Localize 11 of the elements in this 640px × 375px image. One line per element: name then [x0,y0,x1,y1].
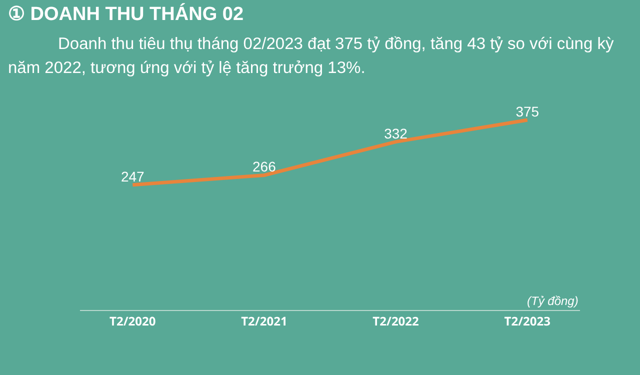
data-label: 332 [384,125,408,142]
data-label: 266 [252,158,276,175]
data-label: 375 [516,104,540,120]
chart-title: ① DOANH THU THÁNG 02 [7,2,245,26]
x-tick-label: T2/2020 [110,312,156,330]
x-tick-label: T2/2022 [372,312,420,330]
x-tick-label: T2/2023 [504,312,551,330]
data-label: 247 [120,168,145,184]
x-tick-label: T2/2021 [241,312,288,330]
chart-subtitle: Doanh thu tiêu thụ tháng 02/2023 đạt 375 tỷ đồng, tăng 43 tỷ so với cùng kỳ năm 2022, tương ứng với tỷ lệ tăng trưởng 13%. [7,34,615,79]
text: (Tỷ đồng) [527,294,578,308]
